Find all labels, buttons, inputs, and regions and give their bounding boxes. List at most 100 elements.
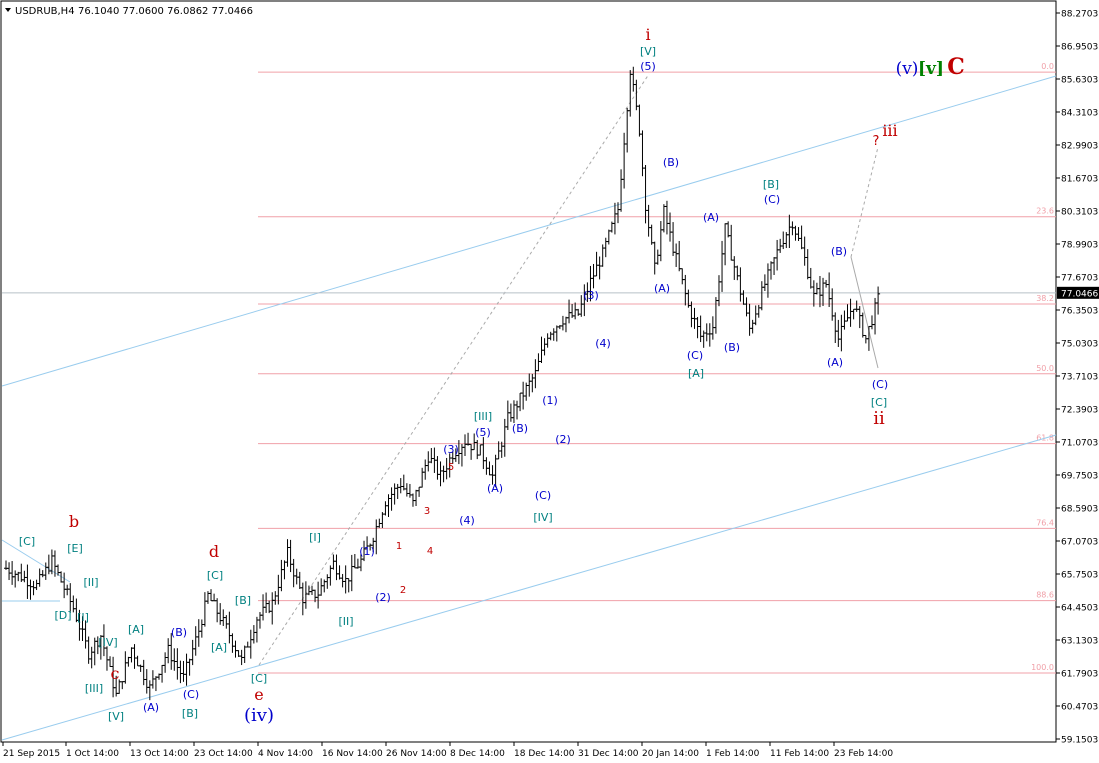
wave-label: [III]	[474, 410, 492, 423]
price-bars	[4, 66, 881, 701]
wave-label: (B)	[831, 245, 847, 258]
wave-label: (A)	[654, 282, 670, 295]
wave-label: iii	[882, 121, 897, 140]
fib-level-label: 0.0	[1041, 62, 1054, 71]
wave-label: [I]	[77, 611, 89, 624]
wave-projection-dashed	[258, 73, 650, 666]
wave-label: [B]	[763, 178, 779, 191]
wave-label: 5	[448, 462, 454, 473]
wave-label: [D]	[54, 609, 71, 622]
price-tick-label: 73.7103	[1061, 373, 1098, 383]
current-price-box	[1057, 286, 1099, 299]
price-tick-label: 88.2703	[1061, 10, 1098, 20]
wave-label: (3)	[443, 443, 459, 456]
wave-label: (3)	[583, 289, 599, 302]
price-tick-label: 63.1303	[1061, 637, 1098, 647]
wave-label: (5)	[640, 60, 656, 73]
price-tick-label: 81.6703	[1061, 175, 1098, 185]
price-tick-label: 77.6703	[1061, 274, 1098, 284]
time-tick-label: 21 Sep 2015	[3, 749, 60, 759]
symbol-label: USDRUB,H4	[15, 6, 75, 17]
time-tick-label: 18 Dec 14:00	[514, 749, 575, 759]
wave-label: i	[645, 25, 650, 44]
wave-label: [III]	[85, 682, 103, 695]
wave-label: (A)	[487, 482, 503, 495]
chart-menu-triangle-icon[interactable]	[5, 8, 11, 12]
price-tick-label: 72.3903	[1061, 406, 1098, 416]
channel-lines	[1, 73, 1057, 741]
fib-level-label: 38.2	[1036, 294, 1054, 303]
time-tick-label: 23 Feb 14:00	[834, 749, 893, 759]
time-tick-label: 13 Oct 14:00	[130, 749, 189, 759]
wave-label: [IV]	[533, 511, 552, 524]
wave-label: (A)	[143, 701, 159, 714]
price-tick-label: 69.7503	[1061, 472, 1098, 482]
price-tick-label: 78.9903	[1061, 241, 1098, 251]
lower-channel-line	[1, 434, 1057, 741]
time-axis: 21 Sep 2015 1 Oct 14:00 13 Oct 14:00 23 Oct…	[2, 742, 893, 759]
price-tick-label: 76.3503	[1061, 307, 1098, 317]
wave-label: (iv)	[244, 705, 274, 726]
time-tick-label: 16 Nov 14:00	[322, 749, 383, 759]
plot-frame	[0, 0, 1057, 743]
fib-level-label: 23.6	[1036, 207, 1054, 216]
time-tick-label: 20 Jan 14:00	[642, 749, 699, 759]
left-trend-line	[1, 539, 71, 583]
wave-label: (A)	[703, 211, 719, 224]
wave-label: [A]	[211, 641, 227, 654]
wave-label: e	[254, 685, 263, 704]
price-tick-label: 80.3103	[1061, 208, 1098, 218]
fib-level-label: 50.0	[1036, 364, 1054, 373]
wave-label: (C)	[687, 349, 703, 362]
wave-label: (5)	[475, 426, 491, 439]
wave-label: (2)	[555, 433, 571, 446]
price-tick-label: 65.7503	[1061, 571, 1098, 581]
wave-label: 3	[424, 506, 430, 517]
wave-label: (1)	[542, 394, 558, 407]
fib-level-label: 88.6	[1036, 591, 1054, 600]
time-tick-label: 4 Nov 14:00	[258, 749, 313, 759]
wave-label: C	[947, 54, 965, 80]
wave-label: [B]	[182, 707, 198, 720]
wave-label: (B)	[724, 341, 740, 354]
price-tick-label: 67.0703	[1061, 538, 1098, 548]
price-tick-label: 85.6303	[1061, 76, 1098, 86]
wave-label: (1)	[359, 545, 375, 558]
time-tick-label: 1 Oct 14:00	[66, 749, 119, 759]
price-tick-label: 64.4503	[1061, 604, 1098, 614]
wave-label: ii	[873, 408, 885, 429]
fib-level-label: 76.4	[1036, 518, 1054, 527]
wave-label: [C]	[207, 569, 223, 582]
wave-label: (4)	[595, 337, 611, 350]
time-tick-label: 26 Nov 14:00	[386, 749, 447, 759]
wave-label: (B)	[512, 422, 528, 435]
price-tick-label: 68.5903	[1061, 505, 1098, 515]
price-tick-label: 82.9903	[1061, 142, 1098, 152]
wave-label: [V]	[640, 45, 656, 58]
wave-label: c	[111, 664, 120, 683]
wave-label: (A)	[827, 356, 843, 369]
wave-label: [C]	[19, 535, 35, 548]
wave-label: ?	[873, 134, 880, 149]
wave-label: [IV]	[98, 636, 117, 649]
wave-label: (C)	[764, 193, 780, 206]
ohlc-readout: 76.1040 77.0600 76.0862 77.0466	[78, 6, 253, 17]
wave-label: [B]	[235, 594, 251, 607]
wave-label: (C)	[183, 688, 199, 701]
wave-label: [V]	[108, 710, 124, 723]
wave-label: (v)	[896, 59, 919, 79]
wave-label: [v]	[918, 59, 944, 79]
wave-label: [C]	[251, 672, 267, 685]
wave-label: 1	[396, 541, 402, 552]
wave-projection-line	[850, 256, 879, 369]
wave-label: (B)	[663, 156, 679, 169]
wave-label: [A]	[128, 623, 144, 636]
price-axis: 88.2703 86.9503 85.6303 84.3103 82.9903 81.67…	[1056, 10, 1099, 746]
wave-label: d	[209, 542, 219, 561]
wave-label: 2	[400, 585, 406, 596]
wave-label: [A]	[688, 367, 704, 380]
fib-level-label: 100.0	[1031, 663, 1054, 672]
